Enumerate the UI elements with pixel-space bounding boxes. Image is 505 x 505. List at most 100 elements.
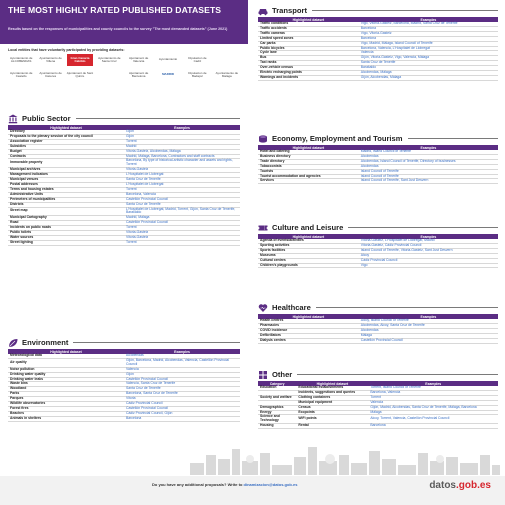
examples-cell[interactable]: Gijón	[124, 134, 240, 140]
examples-cell[interactable]: Cádiz Provincial Council	[124, 401, 240, 407]
examples-cell[interactable]: Barcelona, Valencia	[124, 192, 240, 198]
examples-cell[interactable]: Vitoria-Gasteiz	[124, 235, 240, 241]
examples-cell[interactable]: Cádiz Provincial Council	[358, 258, 498, 264]
examples-cell[interactable]: Island Council of Tenerife	[358, 174, 498, 180]
examples-cell[interactable]: Barcelona, Santa Cruz de Tenerife	[124, 391, 240, 398]
examples-cell[interactable]: Valencia	[368, 400, 498, 406]
examples-cell[interactable]: Island Council of Tenerife, Vitoria-Gast…	[358, 248, 498, 254]
examples-cell[interactable]: Santa Cruz de Tenerife	[124, 177, 240, 183]
section-healthcare: Healthcare Highlighted dataset Examples H…	[258, 301, 498, 344]
entity-logo: Ajuntament de Barcelona	[129, 70, 149, 78]
table-row: Trade directory Alcobendas, Island Counci…	[258, 159, 498, 165]
examples-cell[interactable]: Castellón Provincial Council	[124, 406, 240, 412]
examples-cell[interactable]: Alcobendas	[358, 154, 498, 160]
examples-cell[interactable]: Santa Cruz de Tenerife	[124, 386, 240, 393]
section-title: Economy, Employment and Tourism	[272, 134, 403, 143]
brand-name: datos	[429, 480, 456, 491]
examples-cell[interactable]: Málaga	[368, 410, 498, 416]
examples-cell[interactable]: Alcobendas, Alcoy, Santa Cruz de Tenerif…	[358, 323, 498, 329]
examples-cell[interactable]: Madrid, Island Council of Tenerife	[358, 149, 498, 155]
dataset-cell: Cultural centres	[258, 258, 359, 264]
examples-cell[interactable]: Vigo	[358, 263, 498, 269]
examples-cell[interactable]: Torrent, Island Council of Tenerife	[368, 385, 498, 391]
examples-cell[interactable]: Barcelona, By type of historical-artisti…	[124, 159, 240, 169]
examples-cell[interactable]: L'Hospitalet de Llobregat, Madrid, Torre…	[124, 207, 240, 217]
examples-cell[interactable]: Vitoria-Gasteiz, Cádiz Provincial Counci…	[358, 243, 498, 249]
examples-cell[interactable]: Vigo, Vitoria-Gasteiz, Barcelona, Madrid…	[358, 21, 498, 27]
column-header: Highlighted dataset	[258, 234, 359, 239]
dataset-cell: Clothing containers	[296, 395, 369, 401]
examples-cell[interactable]: L'Hospitalet de Llobregat	[124, 182, 240, 188]
datos-logo[interactable]: datos.gob.es	[429, 480, 491, 491]
examples-cell[interactable]: Gijón, Alcobendas, Málaga	[358, 75, 498, 81]
examples-cell[interactable]: Gijón	[124, 372, 240, 378]
examples-cell[interactable]: Castellón Provincial Council	[124, 377, 240, 383]
examples-cell[interactable]: Cádiz Provincial Council, Gijón	[124, 411, 240, 417]
examples-cell[interactable]: Madrid	[124, 144, 240, 150]
entity-logo: Ayuntamiento de Castello	[9, 70, 33, 78]
examples-cell[interactable]: Valencia	[124, 367, 240, 373]
examples-cell[interactable]: Barcelona	[368, 423, 498, 430]
examples-cell[interactable]: Santa Cruz de Tenerife	[124, 202, 240, 208]
contact-email-link[interactable]: dinamizacion@datos.gob.es	[243, 482, 298, 487]
examples-cell[interactable]: Barcelona	[124, 416, 240, 422]
examples-cell[interactable]: Torrent	[124, 240, 240, 246]
divider	[312, 10, 498, 11]
examples-cell[interactable]: Torrent	[124, 139, 240, 145]
examples-cell[interactable]: Castellón Provincial Council	[124, 197, 240, 203]
table-row: Limited speed zones Barcelona	[258, 36, 498, 42]
examples-cell[interactable]: Torrent	[124, 187, 240, 193]
examples-cell[interactable]: Alcoy, Island Council of Tenerife	[358, 318, 498, 324]
examples-cell[interactable]: Alcoy	[358, 253, 498, 259]
table-row: COVID incidence Alcobendas	[258, 328, 498, 334]
examples-cell[interactable]: Castellón Provincial Council	[124, 220, 240, 227]
examples-cell[interactable]: Madrid, Málaga, Barcelona, Contractors a…	[124, 154, 240, 160]
examples-cell[interactable]: Vitoria-Gasteiz	[124, 230, 240, 236]
examples-cell[interactable]: Valencia, Santa Cruz de Tenerife	[124, 382, 240, 388]
car-icon	[258, 6, 268, 16]
examples-cell[interactable]: Gijón, Barcelona, Madrid, Alcobendas, Va…	[124, 358, 240, 368]
examples-cell[interactable]: Alcobendas	[358, 164, 498, 170]
examples-cell[interactable]: Gijón, Madrid, Alcobendas, Santa Cruz de…	[368, 405, 498, 411]
section-transport: Transport Highlighted dataset Examples Tr…	[258, 4, 498, 81]
examples-cell[interactable]: Torrent	[368, 395, 498, 401]
dataset-cell: Water sources	[8, 235, 124, 241]
examples-cell[interactable]: Alcobendas, Málaga	[358, 70, 498, 76]
examples-cell[interactable]: Vitoria-Gasteiz, Alcobendas, Málaga	[124, 149, 240, 155]
examples-cell[interactable]: Barcelona	[358, 26, 498, 32]
examples-cell[interactable]: L'Hospitalet de Llobregat	[124, 172, 240, 179]
dataset-cell: Public bicycles	[258, 46, 359, 52]
examples-cell[interactable]: Valencia	[358, 51, 498, 57]
entity-logo: Ayuntamiento de Cáceres	[39, 70, 62, 78]
examples-cell[interactable]: Island Council of Tenerife, Sant Just De…	[358, 179, 498, 185]
examples-cell[interactable]: Barcelona, Valencia	[368, 390, 498, 396]
examples-cell[interactable]: Castellón Provincial Council	[358, 338, 498, 344]
examples-cell[interactable]: Málaga	[358, 333, 498, 339]
examples-cell[interactable]: Barcelona, Valencia, L'Hospitalet de Llo…	[358, 46, 498, 52]
examples-cell[interactable]: Vitoria-Gasteiz	[124, 167, 240, 174]
examples-cell[interactable]: Vigo, Madrid, Málaga, Island Council of …	[358, 41, 498, 47]
examples-cell[interactable]: Vitoria-Gasteiz, L'Hospitalet de Llobreg…	[358, 238, 498, 244]
examples-cell[interactable]: Gijón, Vitoria-Gasteiz, Vigo, Valencia, …	[358, 55, 498, 62]
table-row: Street map L'Hospitalet de Llobregat, Mad…	[8, 207, 240, 217]
table-row: Housing Rental Barcelona	[258, 423, 498, 430]
examples-cell[interactable]: Barcelona	[358, 36, 498, 42]
examples-cell[interactable]: Vitoria	[124, 396, 240, 403]
dataset-cell: Census	[296, 405, 369, 411]
examples-cell[interactable]: Barakaldo	[358, 65, 498, 72]
examples-cell[interactable]: Santa Cruz de Tenerife	[358, 60, 498, 67]
examples-cell[interactable]: Alcobendas, Island Council of Tenerife, …	[358, 159, 498, 165]
table-row: Parks Barcelona, Santa Cruz de Tenerife	[8, 391, 240, 398]
examples-cell[interactable]: Alcobendas	[124, 353, 240, 359]
page-subtitle: Results based on the responses of munici…	[8, 27, 228, 31]
examples-cell[interactable]: Alcobendas	[358, 328, 498, 334]
examples-cell[interactable]: Vigo, Vitoria-Gasteiz	[358, 31, 498, 37]
dataset-cell: Pharmacies	[258, 323, 359, 329]
dataset-cell: Defibrillators	[258, 333, 359, 339]
examples-cell[interactable]: Island Council of Tenerife	[358, 169, 498, 175]
examples-cell[interactable]: Gijón	[124, 129, 240, 135]
table-row: Immovable property Barcelona, By type of …	[8, 159, 240, 169]
examples-cell[interactable]: Madrid, Málaga	[124, 215, 240, 222]
examples-cell[interactable]: Torrent	[124, 225, 240, 232]
examples-cell[interactable]: Alcoy, Torrent, Valencia, Castellón Prov…	[368, 414, 498, 425]
